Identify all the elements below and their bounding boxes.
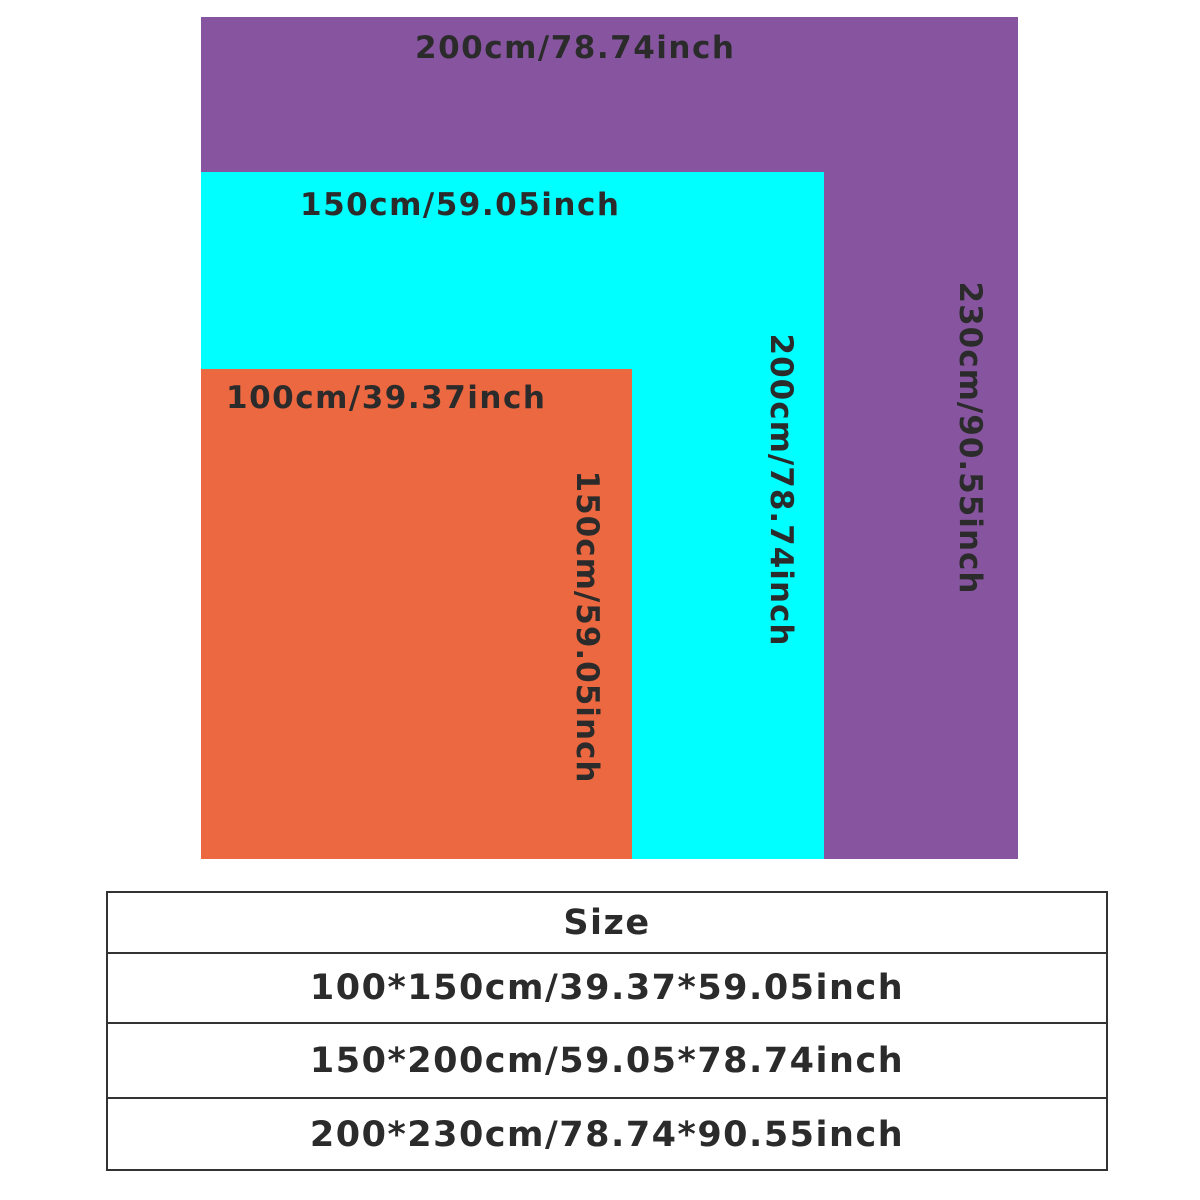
size-cell: 100*150cm/39.37*59.05inch <box>309 968 905 1008</box>
small-width-label: 100cm/39.37inch <box>226 380 547 416</box>
size-cell: 200*230cm/78.74*90.55inch <box>309 1115 905 1155</box>
header-cell: Size <box>563 902 651 943</box>
large-length-label: 230cm/90.55inch <box>952 281 988 595</box>
table-row: 100*150cm/39.37*59.05inch <box>108 954 1106 1024</box>
size-table: Size 100*150cm/39.37*59.05inch 150*200cm… <box>106 891 1108 1171</box>
small-length-label: 150cm/59.05inch <box>569 470 605 784</box>
small-size-rect <box>201 369 632 859</box>
table-header: Size <box>108 893 1106 954</box>
medium-length-label: 200cm/78.74inch <box>763 333 799 647</box>
size-cell: 150*200cm/59.05*78.74inch <box>309 1040 905 1081</box>
medium-width-label: 150cm/59.05inch <box>300 187 621 223</box>
large-width-label: 200cm/78.74inch <box>415 30 736 66</box>
table-row: 200*230cm/78.74*90.55inch <box>108 1099 1106 1171</box>
table-row: 150*200cm/59.05*78.74inch <box>108 1024 1106 1099</box>
